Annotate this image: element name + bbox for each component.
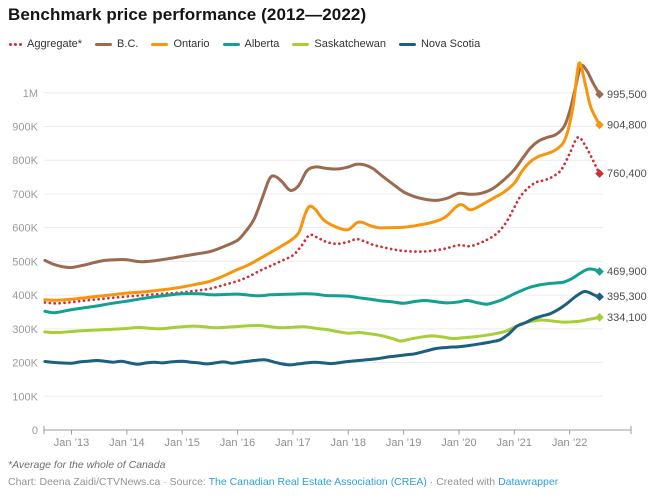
legend-swatch-ontario <box>151 42 169 46</box>
x-axis: Jan ’13 Jan ’14 Jan ’15 Jan ’16 Jan ’17 Jan ’… <box>43 426 632 449</box>
x-tick-label: Jan ’17 <box>275 437 310 449</box>
series-line-nova-scotia <box>43 289 601 367</box>
datawrapper-link[interactable]: Datawrapper <box>498 476 559 488</box>
x-tick-label: Jan ’19 <box>386 437 421 449</box>
legend-label-nova-scotia: Nova Scotia <box>420 38 481 50</box>
y-axis-labels: 1M 900K 800K 700K 600K 500K 400K 300K 200K 100K 0 <box>12 88 38 437</box>
page-title: Benchmark price performance (2012—2022) <box>8 5 367 24</box>
y-tick-label: 500K <box>12 256 38 268</box>
y-tick-label: 100K <box>12 391 38 403</box>
end-marker-saskatchewan <box>595 313 604 322</box>
x-tick-label: Jan ’22 <box>552 437 587 449</box>
credit-chart-label: Chart: Deena Zaidi/CTVNews.ca <box>8 476 161 488</box>
credit-created-prefix: Created with <box>436 476 499 488</box>
end-marker-alberta <box>595 267 604 276</box>
credit-line: Chart: Deena Zaidi/CTVNews.ca · Source: … <box>8 476 558 488</box>
y-tick-label: 700K <box>12 189 38 201</box>
x-tick-label: Jan ’18 <box>331 437 366 449</box>
credit-separator: · <box>160 476 170 488</box>
legend-label-saskatchewan: Saskatchewan <box>314 38 386 50</box>
legend-item-bc: B.C. <box>95 38 138 50</box>
end-marker-aggregate <box>595 169 604 178</box>
x-tick-label: Jan ’20 <box>441 437 476 449</box>
credit-source-prefix: Source: <box>169 476 209 488</box>
series-line-alberta <box>43 267 601 315</box>
legend-label-alberta: Alberta <box>244 38 280 50</box>
end-markers-and-labels: 760,400 995,500 904,800 469,900 334,100 395,3… <box>595 89 647 324</box>
legend-swatch-aggregate <box>9 42 22 46</box>
end-value-label-bc: 995,500 <box>607 89 647 101</box>
x-tick-label: Jan ’13 <box>54 437 89 449</box>
legend-label-aggregate: Aggregate* <box>27 38 83 50</box>
x-tick-label: Jan ’15 <box>164 437 199 449</box>
x-tick-label: Jan ’14 <box>109 437 144 449</box>
legend-item-ontario: Ontario <box>151 38 210 50</box>
y-tick-label: 200K <box>12 358 38 370</box>
end-value-label-nova-scotia: 395,300 <box>607 291 647 303</box>
legend-item-aggregate: Aggregate* <box>9 38 82 50</box>
end-marker-nova-scotia <box>595 292 604 302</box>
crea-link[interactable]: The Canadian Real Estate Association (CR… <box>208 476 427 488</box>
legend-item-alberta: Alberta <box>222 38 280 50</box>
x-tick-label: Jan ’21 <box>497 437 532 449</box>
end-value-label-aggregate: 760,400 <box>607 168 647 180</box>
end-value-label-saskatchewan: 334,100 <box>607 312 647 324</box>
legend-swatch-saskatchewan <box>292 42 310 46</box>
gridlines <box>44 92 603 397</box>
legend-label-ontario: Ontario <box>173 38 210 50</box>
y-tick-label: 400K <box>12 290 38 302</box>
y-tick-label: 900K <box>12 122 38 134</box>
y-tick-label: 300K <box>12 324 38 336</box>
footnote: *Average for the whole of Canada <box>8 459 166 471</box>
series-line-bc <box>43 63 601 270</box>
legend-swatch-alberta <box>222 42 240 46</box>
credit-separator-2: · <box>426 476 437 488</box>
legend-swatch-nova-scotia <box>398 42 416 46</box>
legend-label-bc: B.C. <box>117 38 139 50</box>
y-tick-label: 1M <box>23 88 38 100</box>
chart-legend: Aggregate* B.C. Ontario Alberta Saskatchewan… <box>9 38 480 50</box>
y-tick-label: 0 <box>32 425 38 437</box>
end-marker-ontario <box>595 120 604 130</box>
end-value-label-ontario: 904,800 <box>607 119 647 131</box>
series-lines <box>43 61 601 367</box>
legend-swatch-bc <box>95 42 113 46</box>
end-value-label-alberta: 469,900 <box>607 266 647 278</box>
end-marker-bc <box>595 90 604 99</box>
legend-item-saskatchewan: Saskatchewan <box>292 38 386 50</box>
y-tick-label: 800K <box>12 155 38 167</box>
series-line-ontario <box>43 61 601 302</box>
x-tick-label: Jan ’16 <box>220 437 255 449</box>
legend-item-nova-scotia: Nova Scotia <box>398 38 481 50</box>
y-tick-label: 600K <box>12 223 38 235</box>
